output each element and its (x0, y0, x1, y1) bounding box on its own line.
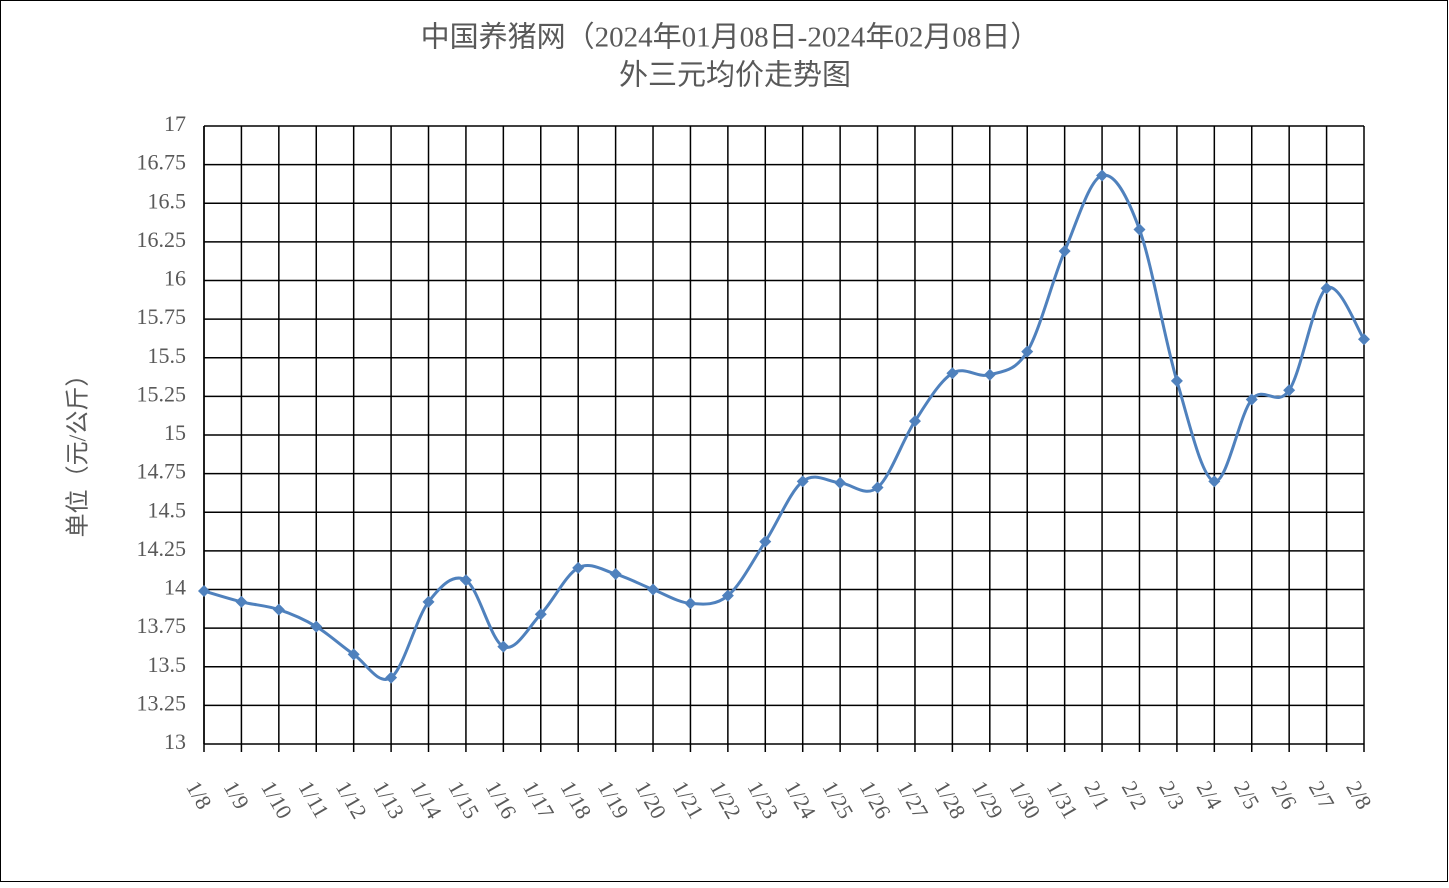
marker (1208, 475, 1221, 488)
marker (796, 475, 809, 488)
marker (422, 595, 435, 608)
marker (534, 608, 547, 621)
chart-title: 中国养猪网（2024年01月08日-2024年02月08日） (421, 21, 1040, 54)
y-tick-label: 13.25 (137, 690, 187, 715)
marker (1133, 223, 1146, 236)
marker (459, 574, 472, 587)
marker (647, 583, 660, 596)
marker (759, 535, 772, 548)
marker (235, 595, 248, 608)
y-tick-label: 16.5 (148, 188, 187, 213)
marker (1058, 245, 1071, 258)
series-line (203, 173, 1366, 681)
marker (834, 476, 847, 489)
marker (347, 648, 360, 661)
marker (497, 640, 510, 653)
y-tick-label: 14.25 (137, 536, 187, 561)
y-tick-label: 16.25 (137, 227, 187, 252)
marker (684, 597, 697, 610)
marker (1096, 169, 1109, 182)
marker (572, 561, 585, 574)
y-tick-label: 15.5 (148, 343, 187, 368)
y-tick-label: 14.75 (137, 459, 187, 484)
chart-subtitle: 外三元均价走势图 (619, 59, 851, 92)
marker (272, 603, 285, 616)
y-tick-label: 16 (164, 266, 186, 291)
y-tick-label: 15.75 (137, 304, 187, 329)
y-axis-label: 单位（元/公斤） (65, 363, 92, 538)
marker (721, 589, 734, 602)
marker (1170, 374, 1183, 387)
marker (1320, 282, 1333, 295)
y-tick-label: 15.25 (137, 381, 187, 406)
y-tick-label: 17 (164, 111, 186, 136)
y-tick-label: 13.75 (137, 613, 187, 638)
marker (908, 415, 921, 428)
y-tick-label: 14.5 (148, 497, 187, 522)
marker (871, 481, 884, 494)
marker (385, 671, 398, 684)
marker (983, 368, 996, 381)
y-tick-label: 16.75 (137, 150, 187, 175)
marker (609, 568, 622, 581)
y-tick-label: 15 (164, 420, 186, 445)
marker (310, 620, 323, 633)
marker (1021, 345, 1034, 358)
y-tick-label: 14 (164, 575, 186, 600)
y-tick-label: 13.5 (148, 652, 187, 677)
marker (1283, 384, 1296, 397)
marker (1358, 333, 1370, 346)
y-tick-label: 13 (164, 729, 186, 754)
marker (946, 367, 959, 380)
marker (198, 585, 210, 598)
marker (1245, 393, 1258, 406)
